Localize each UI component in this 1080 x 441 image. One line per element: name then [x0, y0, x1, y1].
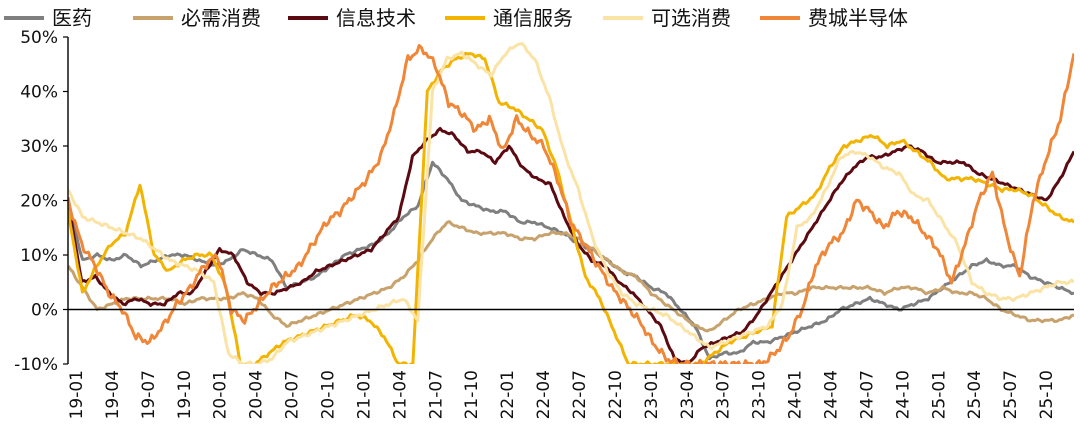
x-tick-label: 25-10: [1037, 370, 1057, 419]
series-line-4: [68, 42, 1074, 364]
x-tick-label: 23-10: [750, 370, 770, 419]
y-tick-label: 40%: [20, 83, 58, 103]
series-line-1: [68, 220, 1074, 333]
x-tick-label: 23-07: [714, 370, 734, 419]
x-tick-label: 22-04: [534, 370, 554, 419]
x-tick-label: 24-10: [893, 370, 913, 419]
x-tick-label: 21-10: [462, 370, 482, 419]
x-tick-label: 20-01: [211, 370, 231, 419]
legend-label: 可选消费: [651, 6, 731, 30]
x-tick-label: 20-07: [283, 370, 303, 419]
y-tick-label: 20%: [20, 192, 58, 212]
x-tick-label: 24-01: [786, 370, 806, 419]
y-tick-label: 0%: [31, 301, 58, 321]
x-tick-label: 25-07: [1001, 370, 1021, 419]
x-tick-label: 22-07: [570, 370, 590, 419]
x-tick-label: 21-01: [354, 370, 374, 419]
legend-label: 通信服务: [493, 6, 573, 30]
x-tick-label: 21-04: [390, 370, 410, 419]
series-line-5: [68, 44, 1074, 364]
legend-label: 医药: [52, 6, 92, 30]
legend-label: 费城半导体: [808, 6, 908, 30]
series-lines: [68, 42, 1074, 364]
x-tick-label: 22-10: [606, 370, 626, 419]
y-tick-label: 50%: [20, 28, 58, 48]
x-tick-label: 19-10: [175, 370, 195, 419]
x-tick-label: 24-04: [822, 370, 842, 419]
x-tick-label: 24-07: [857, 370, 877, 419]
legend-label: 信息技术: [336, 6, 416, 30]
series-line-3: [68, 51, 1074, 364]
x-tick-label: 20-10: [319, 370, 339, 419]
x-tick-label: 25-01: [929, 370, 949, 419]
y-tick-label: 10%: [20, 246, 58, 266]
x-tick-label: 19-01: [67, 370, 87, 419]
series-line-2: [68, 127, 1074, 364]
x-tick-label: 21-07: [426, 370, 446, 419]
legend: 医药 必需消费 信息技术 通信服务 可选消费 费城半导体: [4, 6, 908, 30]
legend-label: 必需消费: [181, 6, 261, 30]
x-tick-label: 19-04: [103, 370, 123, 419]
x-tick-label: 23-01: [642, 370, 662, 419]
y-tick-label: 30%: [20, 137, 58, 157]
x-tick-label: 20-04: [247, 370, 267, 419]
x-tick-label: 19-07: [139, 370, 159, 419]
x-tick-label: 25-04: [965, 370, 985, 419]
x-tick-label: 22-01: [498, 370, 518, 419]
series-line-0: [68, 160, 1074, 361]
y-tick-label: -10%: [14, 355, 58, 375]
x-tick-label: 23-04: [678, 370, 698, 419]
y-axis: -10% 0% 10% 20% 30% 40% 50%: [14, 28, 68, 375]
x-axis: 19-01 19-04 19-07 19-10 20-01 20-04 20-07 20-10…: [67, 370, 1057, 419]
